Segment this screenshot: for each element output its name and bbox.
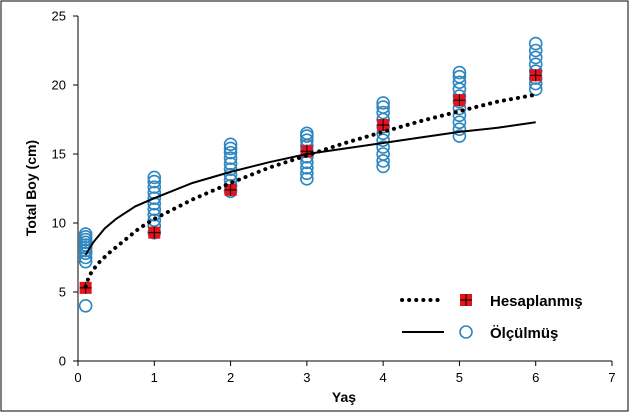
measured-point <box>300 166 314 181</box>
x-tick-label: 1 <box>151 370 158 385</box>
measured-point <box>452 115 467 130</box>
y-tick-label: 25 <box>52 9 66 24</box>
measured-point <box>78 254 93 269</box>
y-tick-label: 0 <box>59 354 66 369</box>
calculated-point <box>377 119 390 132</box>
y-axis-title: Total Boy (cm) <box>23 140 39 236</box>
measured-point <box>223 167 238 182</box>
measured-point <box>300 126 314 141</box>
measured-point <box>223 141 238 156</box>
y-tick-label: 15 <box>52 147 66 162</box>
x-tick-label: 6 <box>532 370 539 385</box>
measured-point <box>452 108 467 123</box>
measured-point <box>78 298 93 313</box>
x-axis-title: Yaş <box>332 389 356 405</box>
y-tick-label: 10 <box>52 216 66 231</box>
measured-point <box>147 202 162 216</box>
measured-point <box>528 43 543 58</box>
y-tick-label: 5 <box>59 285 66 300</box>
measured-point <box>147 174 162 189</box>
measured-point <box>376 100 390 114</box>
calculated-point <box>529 69 542 82</box>
x-tick-label: 4 <box>380 370 387 385</box>
measured-fit-line <box>84 121 536 256</box>
calculated-fit-line <box>83 92 538 289</box>
measured-point <box>223 162 238 176</box>
measured-point <box>452 75 467 90</box>
measured-point <box>376 105 390 120</box>
measured-point <box>528 36 543 51</box>
measured-point <box>300 172 314 186</box>
measured-point <box>223 137 238 152</box>
legend-red-marker <box>460 294 472 306</box>
x-tick-label: 2 <box>227 370 234 385</box>
curves <box>83 92 538 289</box>
measured-point <box>452 65 467 80</box>
measured-point <box>147 213 162 228</box>
measured-point <box>223 151 238 165</box>
measured-point <box>376 133 390 147</box>
measured-point <box>223 156 238 171</box>
measured-point <box>376 96 390 110</box>
measured-point <box>376 140 390 154</box>
x-tick-label: 3 <box>303 370 310 385</box>
measured-point <box>452 129 467 143</box>
calculated-point <box>148 226 161 239</box>
measured-point <box>376 154 390 168</box>
measured-point <box>147 180 162 194</box>
legend-label-calculated: Hesaplanmış <box>490 293 583 310</box>
calculated-point <box>224 183 237 196</box>
legend-blue-marker <box>459 325 473 339</box>
x-tick-label: 5 <box>456 370 463 385</box>
measured-point <box>78 227 93 241</box>
legend: Hesaplanmış Ölçülmüş <box>400 293 583 342</box>
calculated-point <box>453 94 466 107</box>
measured-point <box>452 69 467 84</box>
measured-point <box>528 82 543 96</box>
measured-point <box>147 191 162 205</box>
axes: 0 1 2 3 4 5 6 7 0 5 10 15 20 25 <box>52 9 616 386</box>
legend-label-measured: Ölçülmüş <box>490 325 558 342</box>
measured-point <box>452 122 467 136</box>
measured-point <box>300 161 314 175</box>
x-tick-label: 7 <box>608 370 615 385</box>
measured-point <box>223 145 238 160</box>
measured-point <box>147 170 162 185</box>
measured-point <box>528 50 543 65</box>
y-tick-label: 20 <box>52 78 66 93</box>
measured-point <box>376 147 390 161</box>
x-tick-label: 0 <box>74 370 81 385</box>
